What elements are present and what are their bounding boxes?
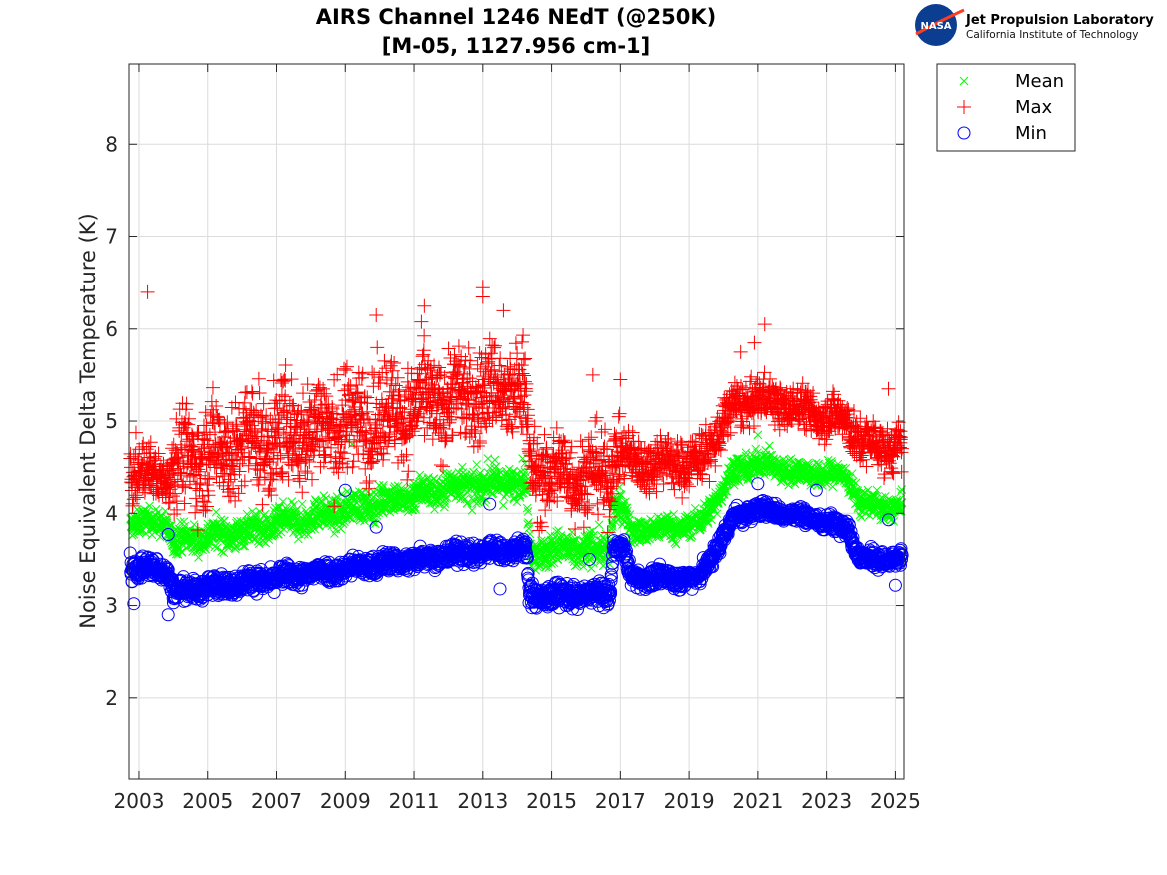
data-point-mean bbox=[522, 503, 532, 513]
data-point-mean bbox=[520, 483, 530, 493]
data-point-mean bbox=[411, 505, 421, 514]
data-point-mean bbox=[524, 524, 534, 533]
data-point-mean bbox=[145, 501, 154, 511]
data-point-mean bbox=[216, 515, 226, 525]
data-point-mean bbox=[498, 501, 508, 510]
data-point-mean bbox=[554, 526, 563, 535]
data-point-mean bbox=[292, 516, 302, 525]
data-point-mean bbox=[231, 544, 240, 554]
data-point-mean bbox=[228, 536, 238, 546]
data-point-mean bbox=[491, 462, 501, 471]
nasa-swoosh-icon bbox=[915, 8, 965, 36]
data-point-mean bbox=[460, 494, 470, 504]
data-point-mean bbox=[601, 554, 611, 564]
data-point-mean bbox=[625, 510, 635, 519]
data-point-mean bbox=[238, 541, 248, 551]
data-point-mean bbox=[608, 522, 617, 532]
data-point-mean bbox=[163, 514, 172, 523]
data-point-mean bbox=[171, 549, 181, 559]
data-point-mean bbox=[490, 455, 500, 465]
data-point-mean bbox=[594, 520, 604, 530]
data-point-mean bbox=[463, 488, 473, 497]
data-point-mean bbox=[182, 526, 192, 536]
data-point-mean bbox=[336, 524, 346, 534]
jpl-org-name: Jet Propulsion Laboratory bbox=[965, 13, 1154, 28]
data-point-mean bbox=[310, 524, 320, 534]
data-point-mean bbox=[618, 498, 628, 508]
jpl-org-sub: California Institute of Technology bbox=[966, 29, 1138, 41]
data-point-mean bbox=[410, 502, 419, 512]
data-point-mean bbox=[638, 519, 648, 529]
data-point-mean bbox=[572, 560, 582, 570]
data-point-mean bbox=[472, 460, 482, 469]
data-point-mean bbox=[589, 530, 599, 540]
data-point-mean bbox=[303, 530, 313, 540]
data-point-mean bbox=[397, 483, 406, 493]
data-point-mean bbox=[512, 497, 522, 507]
data-point-mean bbox=[622, 503, 632, 513]
data-point-mean bbox=[194, 553, 203, 562]
data-point-mean bbox=[522, 486, 532, 495]
chart-title-line1: AIRS Channel 1246 NEdT (@250K) bbox=[316, 5, 717, 29]
data-point-mean bbox=[211, 507, 221, 517]
chart-title-line2: [M-05, 1127.956 cm-1] bbox=[382, 34, 651, 58]
data-point-mean bbox=[488, 488, 498, 498]
data-point-mean bbox=[521, 486, 530, 496]
data-point-mean bbox=[297, 499, 307, 509]
data-point-mean bbox=[379, 480, 388, 490]
nasa-badge-text: NASA bbox=[920, 21, 951, 32]
data-point-mean bbox=[279, 509, 289, 519]
data-point-mean bbox=[519, 471, 529, 480]
data-point-mean bbox=[372, 511, 382, 520]
data-point-mean bbox=[439, 502, 449, 512]
data-point-mean bbox=[278, 497, 288, 506]
data-point-mean bbox=[515, 493, 525, 502]
data-point-mean bbox=[155, 532, 165, 542]
data-point-mean bbox=[553, 554, 563, 564]
data-point-mean bbox=[483, 454, 493, 464]
data-point-mean bbox=[596, 555, 605, 564]
data-point-mean bbox=[321, 494, 331, 503]
data-point-mean bbox=[348, 515, 358, 524]
data-point-mean bbox=[467, 506, 477, 515]
jpl-logo: NASA Jet Propulsion Laboratory Californi… bbox=[915, 4, 1154, 46]
data-point-mean bbox=[389, 502, 398, 512]
data-point-mean bbox=[523, 507, 533, 516]
data-point-mean bbox=[544, 563, 554, 573]
data-point-mean bbox=[462, 498, 472, 508]
data-point-mean bbox=[480, 498, 490, 507]
data-point-mean bbox=[415, 470, 425, 480]
data-point-mean bbox=[270, 529, 280, 539]
scatter-points bbox=[123, 280, 909, 622]
data-point-mean bbox=[616, 490, 626, 500]
data-point-mean bbox=[509, 466, 518, 476]
data-point-mean bbox=[246, 530, 255, 539]
data-point-mean bbox=[356, 511, 365, 521]
